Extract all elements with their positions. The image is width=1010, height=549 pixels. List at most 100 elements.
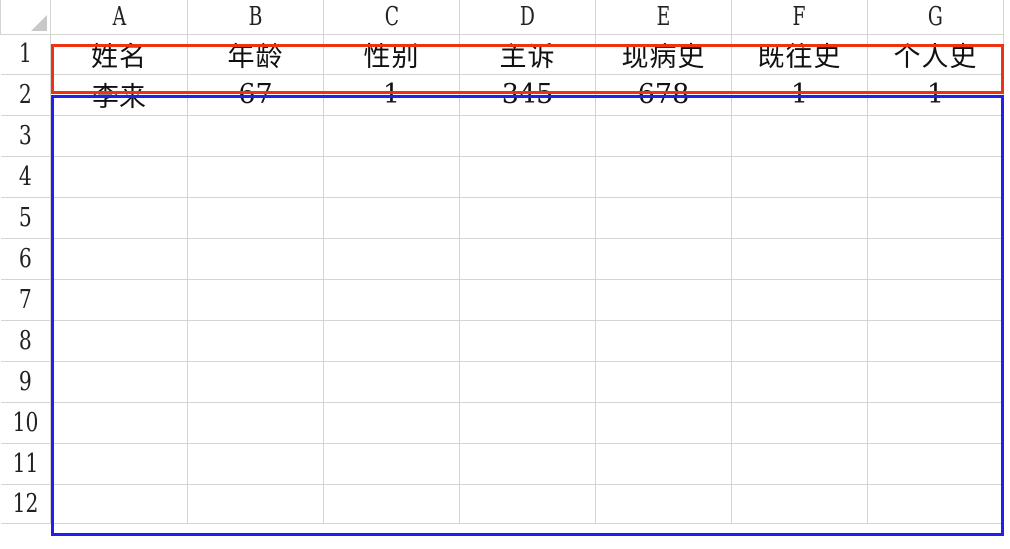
- cell-g3[interactable]: [867, 114, 1004, 157]
- cell-c5[interactable]: [323, 196, 460, 239]
- cell-g9[interactable]: [867, 360, 1004, 403]
- cell-g2[interactable]: 1: [867, 73, 1004, 116]
- cell-g11[interactable]: [867, 442, 1004, 485]
- column-header-d[interactable]: D: [459, 0, 596, 35]
- cell-c12[interactable]: [323, 483, 460, 524]
- cell-e11[interactable]: [595, 442, 732, 485]
- cell-b9[interactable]: [187, 360, 324, 403]
- row-header-3[interactable]: 3: [0, 114, 51, 157]
- row-header-10[interactable]: 10: [0, 401, 51, 444]
- row-header-12[interactable]: 12: [0, 483, 51, 524]
- cell-d10[interactable]: [459, 401, 596, 444]
- row-header-8[interactable]: 8: [0, 319, 51, 362]
- cell-c7[interactable]: [323, 278, 460, 321]
- cell-f3[interactable]: [731, 114, 868, 157]
- cell-d3[interactable]: [459, 114, 596, 157]
- cell-d8[interactable]: [459, 319, 596, 362]
- column-header-c[interactable]: C: [323, 0, 460, 35]
- cell-b3[interactable]: [187, 114, 324, 157]
- cell-f1[interactable]: 既往史: [731, 33, 868, 75]
- cell-a1[interactable]: 姓名: [50, 33, 188, 75]
- row-header-9[interactable]: 9: [0, 360, 51, 403]
- cell-b2[interactable]: 67: [187, 73, 324, 116]
- cell-b12[interactable]: [187, 483, 324, 524]
- column-header-e[interactable]: E: [595, 0, 732, 35]
- cell-c11[interactable]: [323, 442, 460, 485]
- cell-a9[interactable]: [50, 360, 188, 403]
- column-header-a[interactable]: A: [50, 0, 188, 35]
- cell-b1[interactable]: 年龄: [187, 33, 324, 75]
- cell-f11[interactable]: [731, 442, 868, 485]
- cell-g12[interactable]: [867, 483, 1004, 524]
- cell-d11[interactable]: [459, 442, 596, 485]
- row-header-1[interactable]: 1: [0, 33, 51, 75]
- cell-b5[interactable]: [187, 196, 324, 239]
- row-header-5[interactable]: 5: [0, 196, 51, 239]
- cell-g7[interactable]: [867, 278, 1004, 321]
- cell-a2[interactable]: 李来: [50, 73, 188, 116]
- cell-d1[interactable]: 主诉: [459, 33, 596, 75]
- cell-e1[interactable]: 现病史: [595, 33, 732, 75]
- cell-d5[interactable]: [459, 196, 596, 239]
- cell-a10[interactable]: [50, 401, 188, 444]
- cell-e12[interactable]: [595, 483, 732, 524]
- cell-e10[interactable]: [595, 401, 732, 444]
- cell-e7[interactable]: [595, 278, 732, 321]
- cell-e2[interactable]: 678: [595, 73, 732, 116]
- row-header-4[interactable]: 4: [0, 155, 51, 198]
- cell-a7[interactable]: [50, 278, 188, 321]
- cell-f8[interactable]: [731, 319, 868, 362]
- select-all-corner[interactable]: [0, 0, 51, 35]
- cell-g5[interactable]: [867, 196, 1004, 239]
- cell-d9[interactable]: [459, 360, 596, 403]
- cell-c2[interactable]: 1: [323, 73, 460, 116]
- cell-e8[interactable]: [595, 319, 732, 362]
- cell-a12[interactable]: [50, 483, 188, 524]
- cell-f2[interactable]: 1: [731, 73, 868, 116]
- cell-e6[interactable]: [595, 237, 732, 280]
- cell-b6[interactable]: [187, 237, 324, 280]
- cell-d7[interactable]: [459, 278, 596, 321]
- cell-b4[interactable]: [187, 155, 324, 198]
- cell-c4[interactable]: [323, 155, 460, 198]
- cell-f10[interactable]: [731, 401, 868, 444]
- cell-c10[interactable]: [323, 401, 460, 444]
- cell-a5[interactable]: [50, 196, 188, 239]
- cell-c1[interactable]: 性别: [323, 33, 460, 75]
- cell-f9[interactable]: [731, 360, 868, 403]
- cell-a4[interactable]: [50, 155, 188, 198]
- cell-f12[interactable]: [731, 483, 868, 524]
- cell-a11[interactable]: [50, 442, 188, 485]
- cell-g10[interactable]: [867, 401, 1004, 444]
- cell-d12[interactable]: [459, 483, 596, 524]
- column-header-b[interactable]: B: [187, 0, 324, 35]
- cell-b10[interactable]: [187, 401, 324, 444]
- cell-d2[interactable]: 345: [459, 73, 596, 116]
- cell-d6[interactable]: [459, 237, 596, 280]
- column-header-g[interactable]: G: [867, 0, 1004, 35]
- column-header-f[interactable]: F: [731, 0, 868, 35]
- cell-b7[interactable]: [187, 278, 324, 321]
- cell-a6[interactable]: [50, 237, 188, 280]
- cell-f4[interactable]: [731, 155, 868, 198]
- cell-g1[interactable]: 个人史: [867, 33, 1004, 75]
- row-header-2[interactable]: 2: [0, 73, 51, 116]
- cell-g4[interactable]: [867, 155, 1004, 198]
- cell-c8[interactable]: [323, 319, 460, 362]
- cell-e5[interactable]: [595, 196, 732, 239]
- cell-d4[interactable]: [459, 155, 596, 198]
- row-header-7[interactable]: 7: [0, 278, 51, 321]
- cell-b11[interactable]: [187, 442, 324, 485]
- cell-c6[interactable]: [323, 237, 460, 280]
- cell-c9[interactable]: [323, 360, 460, 403]
- cell-c3[interactable]: [323, 114, 460, 157]
- row-header-11[interactable]: 11: [0, 442, 51, 485]
- cell-f7[interactable]: [731, 278, 868, 321]
- cell-g8[interactable]: [867, 319, 1004, 362]
- cell-a8[interactable]: [50, 319, 188, 362]
- cell-b8[interactable]: [187, 319, 324, 362]
- cell-a3[interactable]: [50, 114, 188, 157]
- row-header-6[interactable]: 6: [0, 237, 51, 280]
- cell-e9[interactable]: [595, 360, 732, 403]
- cell-e3[interactable]: [595, 114, 732, 157]
